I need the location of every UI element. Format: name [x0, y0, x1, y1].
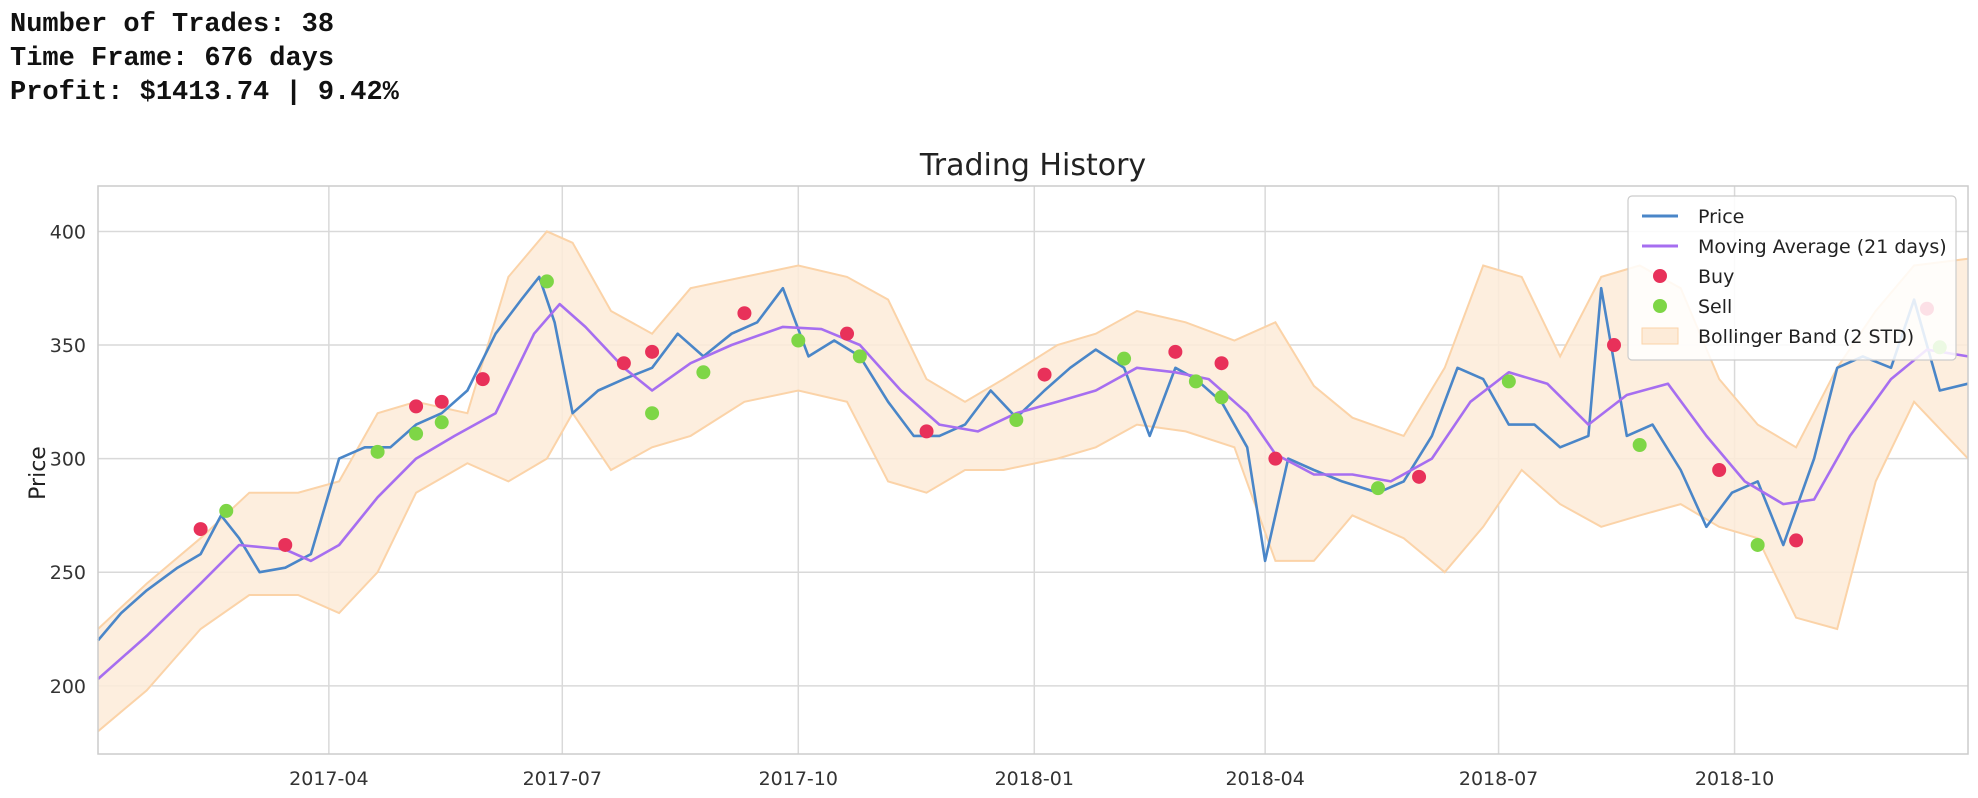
buy-marker: [1607, 338, 1622, 353]
sell-marker: [1371, 481, 1386, 496]
legend-entry-sell-swatch: [1653, 299, 1667, 313]
buy-marker: [919, 424, 934, 439]
x-tick-label: 2017-04: [289, 768, 368, 790]
sell-marker: [1009, 413, 1024, 428]
sell-marker: [1188, 374, 1203, 389]
legend-entry-buy-swatch: [1653, 269, 1667, 283]
legend-entry-price-label: Price: [1698, 206, 1744, 228]
number-of-trades: Number of Trades: 38: [10, 10, 335, 40]
legend-box: [1627, 195, 1957, 361]
y-tick-label: 400: [50, 221, 86, 243]
buy-marker: [434, 394, 449, 409]
x-tick-label: 2018-10: [1695, 768, 1774, 790]
sell-marker: [645, 406, 660, 421]
buy-marker: [616, 356, 631, 371]
buy-marker: [409, 399, 424, 414]
legend-entry-sell-label: Sell: [1698, 296, 1732, 318]
time-frame: Time Frame: 676 days: [10, 44, 335, 74]
buy-marker: [1712, 463, 1727, 477]
y-tick-label: 250: [50, 562, 86, 584]
x-tick-label: 2017-10: [759, 768, 838, 790]
buy-marker: [737, 306, 752, 321]
legend-entry-bollinger-band-label: Bollinger Band (2 STD): [1698, 326, 1914, 348]
buy-marker: [1412, 469, 1427, 484]
sell-marker: [370, 444, 385, 459]
y-tick-label: 200: [50, 676, 86, 698]
buy-marker: [1214, 356, 1229, 371]
sell-marker: [539, 274, 554, 289]
y-tick-label: 350: [50, 335, 86, 357]
moving-average-line: [97, 302, 1969, 680]
x-tick-label: 2017-07: [523, 768, 602, 790]
sell-marker: [434, 415, 449, 430]
y-tick-label: 300: [50, 449, 86, 471]
sell-marker: [1214, 390, 1229, 405]
buy-marker: [1037, 367, 1052, 382]
buy-marker: [1168, 344, 1183, 359]
sell-marker: [1501, 374, 1516, 389]
buy-marker: [645, 344, 660, 359]
buy-marker: [193, 522, 208, 537]
sell-marker: [1632, 438, 1647, 453]
chart-title: Trading History: [919, 148, 1146, 183]
buy-marker: [1268, 451, 1283, 466]
sell-marker: [219, 503, 234, 518]
sell-marker: [1117, 351, 1132, 366]
buy-marker: [475, 372, 490, 387]
legend: Price Moving Average (21 days) Buy Sell Boll…: [1627, 195, 1957, 361]
sell-marker: [409, 426, 424, 441]
sell-marker: [1750, 537, 1765, 552]
legend-entry-moving-average-label: Moving Average (21 days): [1698, 236, 1947, 258]
legend-entry-bollinger-band-swatch: [1641, 327, 1679, 345]
stats-panel: Number of Trades: 38 Time Frame: 676 day…: [10, 8, 399, 110]
bollinger-lower-line: [97, 389, 1969, 733]
x-tick-label: 2018-07: [1459, 768, 1538, 790]
x-tick-label: 2018-01: [995, 768, 1074, 790]
legend-entry-buy-label: Buy: [1698, 266, 1734, 288]
buy-marker: [840, 326, 855, 341]
bollinger-band-fill: [98, 231, 1968, 732]
y-axis-label: Price: [26, 446, 51, 500]
x-tick-label: 2018-04: [1225, 768, 1304, 790]
buy-marker: [1789, 533, 1804, 548]
plot-frame: [97, 185, 1969, 755]
buy-marker: [278, 537, 293, 552]
profit: Profit: $1413.74 | 9.42%: [10, 78, 399, 108]
sell-marker: [852, 349, 867, 364]
trade-markers: [193, 274, 1947, 552]
sell-marker: [791, 333, 806, 348]
axis-ticks: 200 250 300 350 400 2017-04 2017-07 2017-10 2018…: [50, 221, 1775, 790]
sell-marker: [696, 365, 711, 380]
